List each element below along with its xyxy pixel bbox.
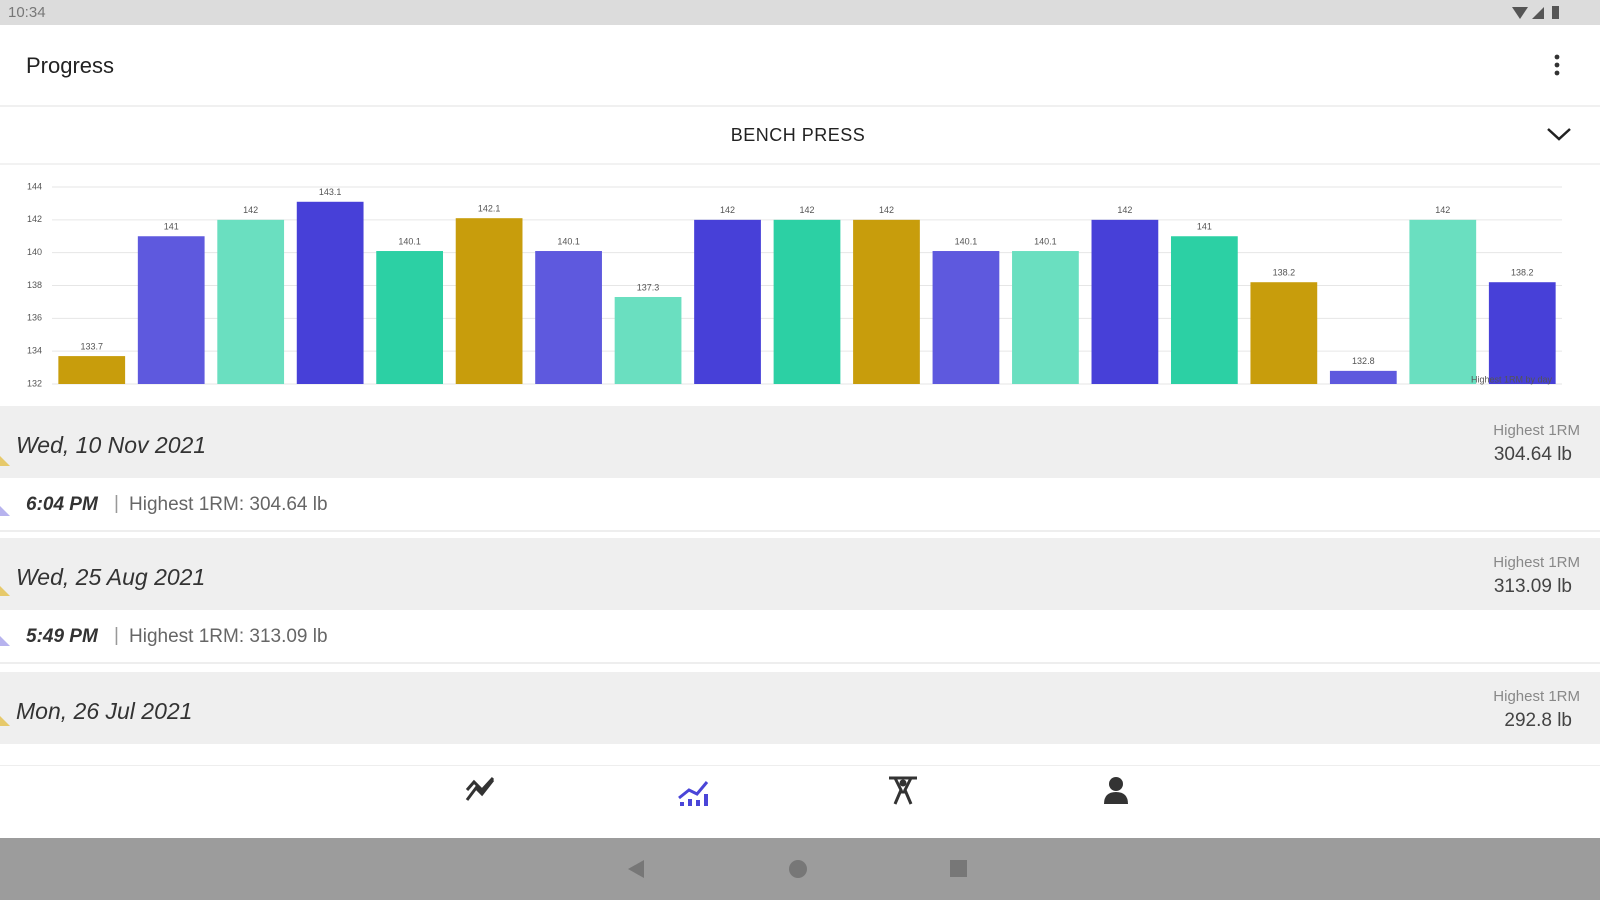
day-header: Mon, 26 Jul 2021 Highest 1RM 292.8 lb	[0, 672, 1600, 744]
separator: |	[114, 625, 119, 646]
bar	[1488, 282, 1556, 384]
nav-progress[interactable]	[675, 772, 711, 808]
exercise-name: BENCH PRESS	[730, 125, 866, 145]
system-buttons[interactable]	[620, 850, 970, 890]
value-label: 142	[879, 205, 894, 215]
exercise-selector[interactable]: BENCH PRESS	[0, 107, 1600, 165]
bar	[455, 218, 523, 384]
value-label: 140.1	[398, 236, 421, 246]
bar	[376, 251, 444, 384]
bar	[137, 236, 205, 384]
value-label: 142.1	[478, 204, 501, 214]
day-summary-label: Highest 1RM	[1493, 422, 1580, 439]
y-tick-label: 140	[27, 247, 42, 257]
value-label: 138.2	[1511, 268, 1534, 278]
day-summary-value: 304.64 lb	[1493, 444, 1572, 465]
bar	[1091, 219, 1159, 384]
app-title: Progress	[26, 53, 115, 78]
day-summary-value: 313.09 lb	[1493, 576, 1572, 597]
value-label: 142	[1435, 205, 1450, 215]
session-row[interactable]: 6:04 PM | Highest 1RM: 304.64 lb	[0, 478, 1600, 532]
bar	[1250, 282, 1318, 384]
value-label: 132.8	[1352, 356, 1375, 366]
day-header: Wed, 10 Nov 2021 Highest 1RM 304.64 lb	[0, 406, 1600, 478]
day-date: Wed, 25 Aug 2021	[16, 564, 206, 590]
bar	[1329, 370, 1397, 384]
bar	[217, 219, 285, 384]
day-date: Mon, 26 Jul 2021	[16, 698, 193, 724]
y-tick-label: 144	[27, 181, 42, 191]
bar	[694, 219, 761, 384]
separator: |	[114, 493, 119, 514]
system-navigation	[0, 838, 1600, 900]
session-detail: Highest 1RM: 313.09 lb	[129, 626, 328, 647]
day-summary-label: Highest 1RM	[1493, 688, 1580, 705]
session-row[interactable]: 5:49 PM | Highest 1RM: 313.09 lb	[0, 610, 1600, 664]
value-label: 142	[799, 205, 814, 215]
edge-markers	[0, 456, 10, 726]
value-label: 140.1	[1034, 236, 1057, 246]
value-label: 142	[720, 205, 735, 215]
bar	[932, 251, 1000, 384]
value-label: 142	[243, 205, 258, 215]
day-summary-label: Highest 1RM	[1493, 554, 1580, 571]
value-label: 142	[1117, 205, 1132, 215]
bar	[773, 219, 841, 384]
session-detail: Highest 1RM: 304.64 lb	[129, 494, 328, 515]
bar	[853, 219, 920, 384]
nav-overview[interactable]	[462, 772, 498, 808]
status-icons	[1512, 6, 1559, 19]
value-label: 137.3	[637, 282, 660, 292]
nav-profile[interactable]	[1098, 772, 1134, 808]
y-tick-label: 138	[27, 280, 42, 290]
bar	[1409, 219, 1477, 384]
session-time: 6:04 PM	[26, 494, 98, 515]
bottom-navigation	[0, 765, 1600, 839]
legend-label: Highest 1RM by day	[1471, 374, 1553, 384]
value-label: 141	[164, 222, 179, 232]
day-date: Wed, 10 Nov 2021	[16, 432, 207, 458]
day-header: Wed, 25 Aug 2021 Highest 1RM 313.09 lb	[0, 538, 1600, 610]
day-summary-value: 292.8 lb	[1504, 710, 1572, 731]
nav-workouts[interactable]	[885, 772, 921, 808]
value-label: 138.2	[1273, 268, 1296, 278]
value-label: 141	[1197, 222, 1212, 232]
y-tick-label: 132	[27, 378, 42, 388]
app-bar: Progress	[0, 25, 1600, 107]
y-tick-label: 142	[27, 214, 42, 224]
session-time: 5:49 PM	[26, 626, 98, 647]
menu-button[interactable]	[1552, 53, 1562, 79]
value-label: 143.1	[319, 187, 342, 197]
value-label: 133.7	[80, 341, 103, 351]
clock: 10:34	[8, 4, 46, 21]
bar	[1170, 236, 1238, 384]
value-label: 140.1	[955, 236, 978, 246]
y-tick-label: 134	[27, 346, 42, 356]
dropdown-arrow[interactable]	[1545, 124, 1573, 144]
status-bar: 10:34	[0, 0, 1600, 25]
chart: 132 134 136 138 140 142 144 133.7 141 142 143.1 140…	[27, 181, 1562, 388]
bar	[614, 296, 682, 384]
bar	[535, 251, 602, 384]
y-tick-label: 136	[27, 313, 42, 323]
bar	[1012, 251, 1079, 384]
value-label: 140.1	[557, 236, 580, 246]
bar	[296, 201, 364, 384]
bar	[58, 356, 126, 384]
